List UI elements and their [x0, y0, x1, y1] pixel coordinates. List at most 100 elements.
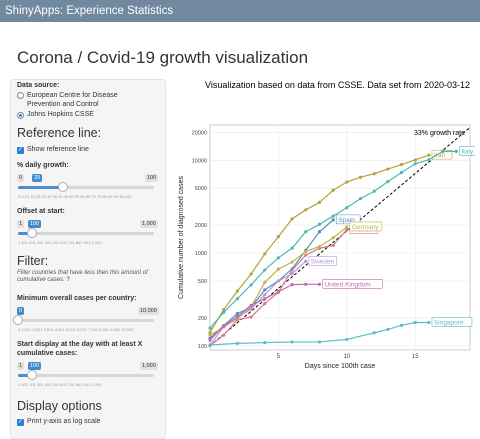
data-point — [222, 324, 226, 328]
offset-track[interactable] — [18, 232, 154, 235]
data-point — [235, 312, 239, 316]
data-point — [386, 180, 390, 184]
radio-jhu-label[interactable]: Johns Hopkins CSSE — [27, 111, 94, 118]
data-point — [290, 283, 294, 287]
show-reference-label: Show reference line — [27, 146, 89, 153]
data-point — [208, 338, 212, 342]
data-point — [208, 330, 212, 335]
data-point — [263, 288, 267, 292]
start-at-track[interactable] — [18, 374, 154, 377]
data-point — [249, 315, 253, 319]
y-tick-label: 200 — [198, 316, 207, 322]
offset-handle[interactable] — [26, 228, 37, 238]
radio-ecdc-label[interactable]: European Centre for Disease Prevention a… — [27, 92, 118, 108]
radio-ecdc[interactable] — [17, 92, 24, 99]
data-point — [427, 153, 431, 157]
data-point — [358, 175, 363, 179]
data-point — [276, 235, 281, 239]
data-point — [413, 162, 417, 166]
series-label: Germany — [352, 224, 379, 231]
data-point — [263, 341, 267, 345]
start-at-handle[interactable] — [26, 370, 37, 380]
data-point — [345, 225, 349, 229]
data-point — [331, 218, 335, 222]
data-point — [249, 303, 253, 307]
daily-growth-fill — [18, 186, 63, 189]
offset-max: 1,000 — [140, 220, 158, 228]
data-point — [372, 331, 376, 335]
data-source-label: Data source: — [17, 82, 60, 89]
app-title[interactable]: ShinyApps: Experience Statistics — [5, 5, 174, 17]
data-point — [317, 230, 322, 234]
data-point — [290, 268, 294, 272]
data-point — [304, 230, 308, 234]
series-label: United Kingdom — [324, 281, 370, 288]
data-point — [222, 333, 226, 337]
y-tick-label: 20000 — [192, 130, 207, 136]
data-point — [317, 222, 322, 226]
series-label-box — [322, 278, 383, 289]
filter-help-text: Filter countries that have less then thi… — [17, 270, 148, 283]
log-scale-label: Print y-axis as log scale — [27, 418, 101, 425]
min-cases-handle[interactable] — [13, 315, 23, 325]
daily-growth-ticks: 0 5 10 15 20 25 30 35 40 45 50 55 60 65 … — [18, 194, 132, 199]
data-point — [317, 282, 322, 286]
data-point — [331, 214, 335, 218]
data-point — [413, 158, 417, 162]
radio-jhu[interactable] — [17, 112, 24, 119]
min-cases-track[interactable] — [18, 319, 154, 322]
data-point — [276, 290, 281, 294]
data-point — [208, 326, 212, 330]
data-point — [263, 297, 267, 301]
data-point — [345, 337, 349, 342]
data-point — [263, 252, 267, 256]
data-point — [235, 341, 239, 346]
series-label: Iran — [434, 152, 446, 159]
display-options-heading: Display options — [17, 399, 102, 413]
data-point — [290, 272, 294, 276]
daily-growth-track[interactable] — [18, 186, 154, 189]
daily-growth-min: 0 — [17, 174, 25, 182]
data-point — [235, 289, 239, 293]
y-tick-label: 2000 — [195, 223, 207, 229]
x-tick-label: 15 — [412, 354, 419, 360]
reference-line-label: 33% growth rate — [414, 130, 465, 137]
offset-ticks: 1 101 201 301 401 501 601 701 801 901 1,… — [18, 240, 102, 245]
y-tick-label: 500 — [198, 279, 207, 285]
data-point — [249, 307, 253, 311]
data-point — [263, 280, 267, 285]
data-point — [331, 236, 335, 240]
offset-fill — [18, 232, 32, 235]
series-label-box — [335, 214, 361, 225]
data-point — [399, 170, 404, 175]
data-point — [290, 217, 294, 221]
daily-growth-handle[interactable] — [57, 182, 68, 192]
data-point — [317, 200, 322, 204]
data-point — [317, 244, 322, 249]
offset-value: 100 — [28, 220, 42, 228]
log-scale-checkbox[interactable]: ✓ — [17, 419, 24, 426]
y-tick-label: 100 — [198, 344, 207, 350]
question-icon[interactable]: ? — [66, 277, 71, 283]
page-title: Corona / Covid-19 growth visualization — [17, 48, 309, 67]
min-cases-ticks: 0 1,001 2,001 3,001 4,001 5,001 6,001 7,… — [18, 327, 134, 332]
min-cases-max: 10,000 — [138, 307, 159, 315]
series-label-box — [349, 221, 383, 232]
series-label: Spain — [338, 217, 355, 224]
data-point — [290, 260, 294, 264]
chart-title: Visualization based on data from CSSE. D… — [205, 80, 470, 90]
min-cases-value: 0 — [17, 307, 25, 315]
data-point — [304, 282, 308, 286]
y-tick-label: 5000 — [195, 186, 207, 192]
y-tick-label: 10000 — [192, 158, 207, 164]
start-at-min: 1 — [17, 362, 25, 370]
data-point — [222, 308, 226, 312]
data-point — [454, 149, 458, 153]
show-reference-checkbox[interactable]: ✓ — [17, 147, 24, 154]
data-point — [222, 310, 226, 314]
data-point — [358, 197, 363, 201]
page: Corona / Covid-19 growth visualization D… — [0, 22, 480, 439]
data-point — [399, 323, 404, 327]
series-label: Sweden — [311, 258, 335, 265]
daily-growth-label: % daily growth: — [17, 162, 69, 169]
